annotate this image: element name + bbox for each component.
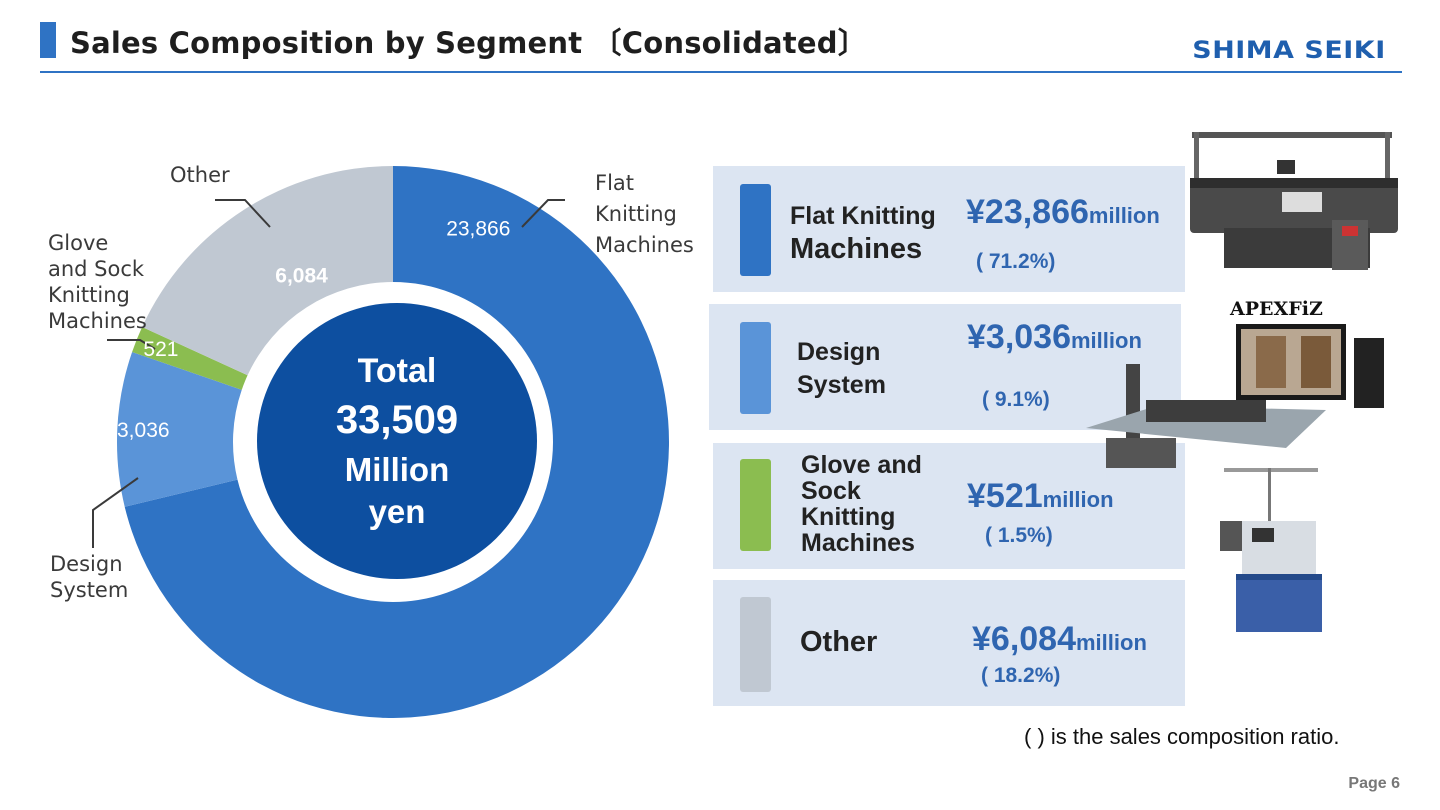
slice-value-flat: 23,866 [446, 217, 510, 240]
segment-ratio-glove: ( 1.5%) [985, 524, 1053, 547]
outer-label-glove: Glove and Sock Knitting Machines [48, 231, 147, 333]
segment-name-design: Design System [797, 338, 886, 399]
leader-line-flat [521, 199, 565, 228]
segment-amount-glove: ¥521million [967, 477, 1114, 515]
outer-label-flat: Flat Knitting Machines [595, 171, 694, 257]
glove-knitting-machine-image [1220, 468, 1322, 632]
leader-line-other [215, 199, 271, 228]
total-label: Total [357, 352, 437, 390]
page-number: Page 6 [1348, 775, 1400, 792]
slice-other [142, 166, 393, 376]
swatch-other [740, 597, 771, 692]
slice-value-design: 3,036 [117, 419, 170, 442]
page-title: Sales Composition by Segment 〔Consolidat… [70, 26, 867, 60]
slice-design-system [116, 351, 242, 507]
segment-ratio-flat: ( 71.2%) [976, 250, 1056, 273]
leader-line-design [92, 477, 139, 548]
segment-name-glove: Glove and Sock Knitting Machines [801, 451, 922, 557]
segment-name-other: Other [800, 626, 878, 658]
segment-card-other [713, 580, 1185, 706]
segment-amount-design: ¥3,036million [967, 318, 1142, 356]
total-unit-2: yen [368, 493, 426, 530]
segment-card-flat [713, 166, 1185, 292]
title-accent-bar [40, 22, 56, 58]
design-system-image: APEXFiZ [1086, 298, 1384, 468]
segment-ratio-design: ( 9.1%) [982, 388, 1050, 411]
swatch-glove [740, 459, 771, 551]
swatch-design [740, 322, 771, 414]
donut-center [257, 303, 537, 579]
leader-line-glove [107, 339, 156, 350]
segment-amount-other: ¥6,084million [972, 620, 1147, 658]
segment-amount-flat: ¥23,866million [966, 193, 1160, 231]
slice-value-other: 6,084 [275, 264, 328, 287]
donut-chart: 23,866 3,036 521 6,084 [92, 166, 669, 718]
segment-ratio-other: ( 18.2%) [981, 664, 1061, 687]
company-logo: SHIMA SEIKI [1192, 36, 1386, 64]
total-unit-1: Million [344, 451, 450, 488]
footnote: ( ) is the sales composition ratio. [1024, 724, 1340, 749]
total-value: 33,509 [335, 398, 459, 442]
flat-knitting-machine-image [1190, 132, 1398, 270]
slice-glove-sock [132, 326, 248, 390]
slice-flat-knitting [124, 166, 669, 718]
segment-name-flat: Flat Knitting Machines [790, 202, 936, 265]
outer-label-other: Other [170, 163, 230, 187]
segment-card-design [709, 304, 1181, 430]
header-divider [40, 71, 1402, 73]
apexfiz-logo: APEXFiZ [1229, 298, 1323, 320]
slice-value-glove: 521 [143, 338, 178, 361]
outer-label-design: Design System [50, 552, 129, 602]
swatch-flat [740, 184, 771, 276]
